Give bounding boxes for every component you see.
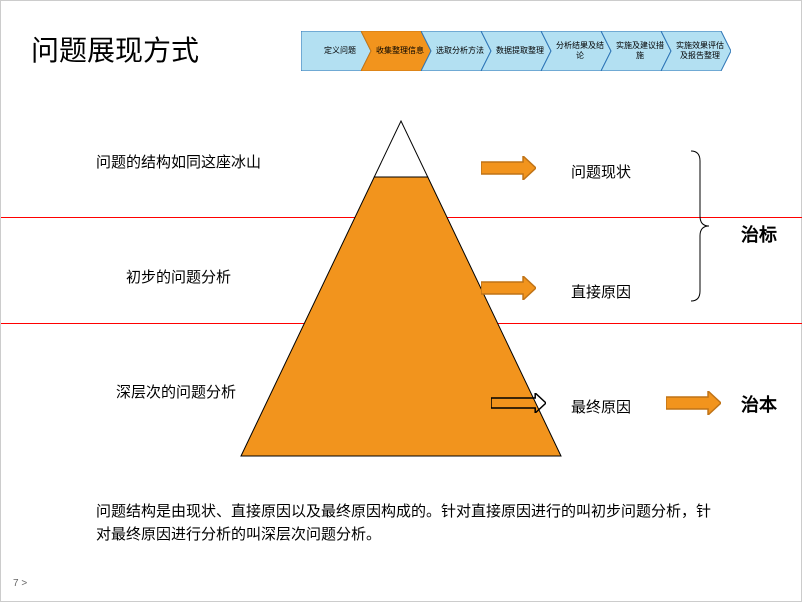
result-label: 治本 (741, 391, 777, 417)
arrow-icon (481, 156, 536, 180)
bottom-description: 问题结构是由现状、直接原因以及最终原因构成的。针对直接原因进行的叫初步问题分析，… (96, 501, 716, 546)
arrow-icon (481, 276, 536, 300)
process-step-label: 收集整理信息 (375, 46, 425, 56)
process-step-label: 定义问题 (315, 46, 365, 56)
process-step: 实施效果评估及报告整理 (661, 31, 731, 71)
right-label: 最终原因 (571, 396, 631, 417)
left-label: 问题的结构如同这座冰山 (96, 151, 261, 172)
left-label: 初步的问题分析 (126, 266, 231, 287)
process-step-label: 实施效果评估及报告整理 (675, 41, 725, 60)
arrow-icon (666, 391, 721, 415)
slide-title: 问题展现方式 (31, 29, 199, 69)
process-step-label: 分析结果及结论 (555, 41, 605, 60)
left-label: 深层次的问题分析 (116, 381, 236, 402)
page-number: 7 > (13, 578, 27, 589)
result-label: 治标 (741, 221, 777, 247)
process-step-label: 实施及建议措施 (615, 41, 665, 60)
right-label: 问题现状 (571, 161, 631, 182)
right-label: 直接原因 (571, 281, 631, 302)
divider-line (1, 217, 802, 218)
process-bar: 定义问题收集整理信息选取分析方法数据提取整理分析结果及结论实施及建议措施实施效果… (301, 31, 731, 71)
arrow-outline-icon (491, 393, 546, 413)
process-step-label: 选取分析方法 (435, 46, 485, 56)
process-step-label: 数据提取整理 (495, 46, 545, 56)
divider-line (1, 323, 802, 324)
